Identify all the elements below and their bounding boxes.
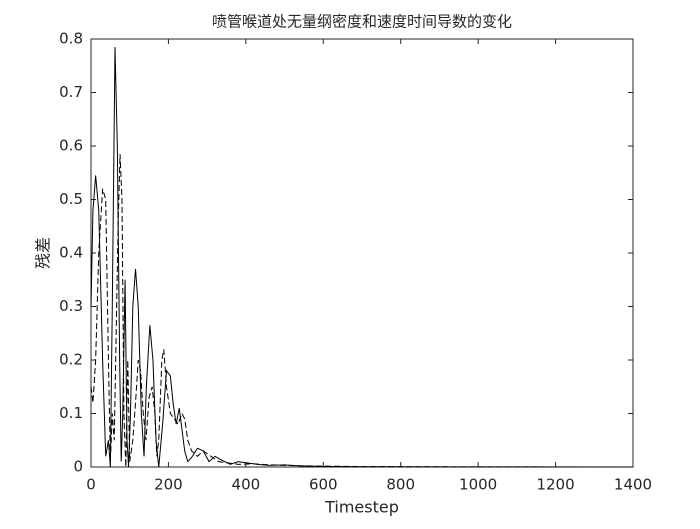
chart-title: 喷管喉道处无量纲密度和速度时间导数的变化 — [212, 13, 512, 31]
y-tick-label: 0.1 — [59, 404, 83, 422]
x-tick-label: 200 — [154, 476, 183, 494]
y-tick-label: 0.5 — [59, 190, 83, 208]
x-tick-label: 400 — [232, 476, 261, 494]
y-axis-label: 残差 — [34, 237, 53, 269]
axes-box — [90, 38, 634, 468]
x-tick-label: 800 — [386, 476, 415, 494]
y-tick-label: 0.6 — [59, 137, 83, 155]
y-tick-label: 0.8 — [59, 30, 83, 48]
x-tick-label: 0 — [86, 476, 96, 494]
series-line — [90, 47, 634, 468]
y-tick-label: 0.4 — [59, 244, 83, 262]
x-axis-label: Timestep — [324, 498, 399, 517]
x-tick-label: 1200 — [536, 476, 574, 494]
y-tick-label: 0 — [73, 458, 83, 476]
y-tick-label: 0.2 — [59, 351, 83, 369]
series-line — [90, 154, 634, 468]
y-tick-label: 0.7 — [59, 83, 83, 101]
y-tick-label: 0.3 — [59, 297, 83, 315]
x-tick-label: 1000 — [459, 476, 497, 494]
x-tick-label: 600 — [309, 476, 338, 494]
x-tick-label: 1400 — [614, 476, 652, 494]
